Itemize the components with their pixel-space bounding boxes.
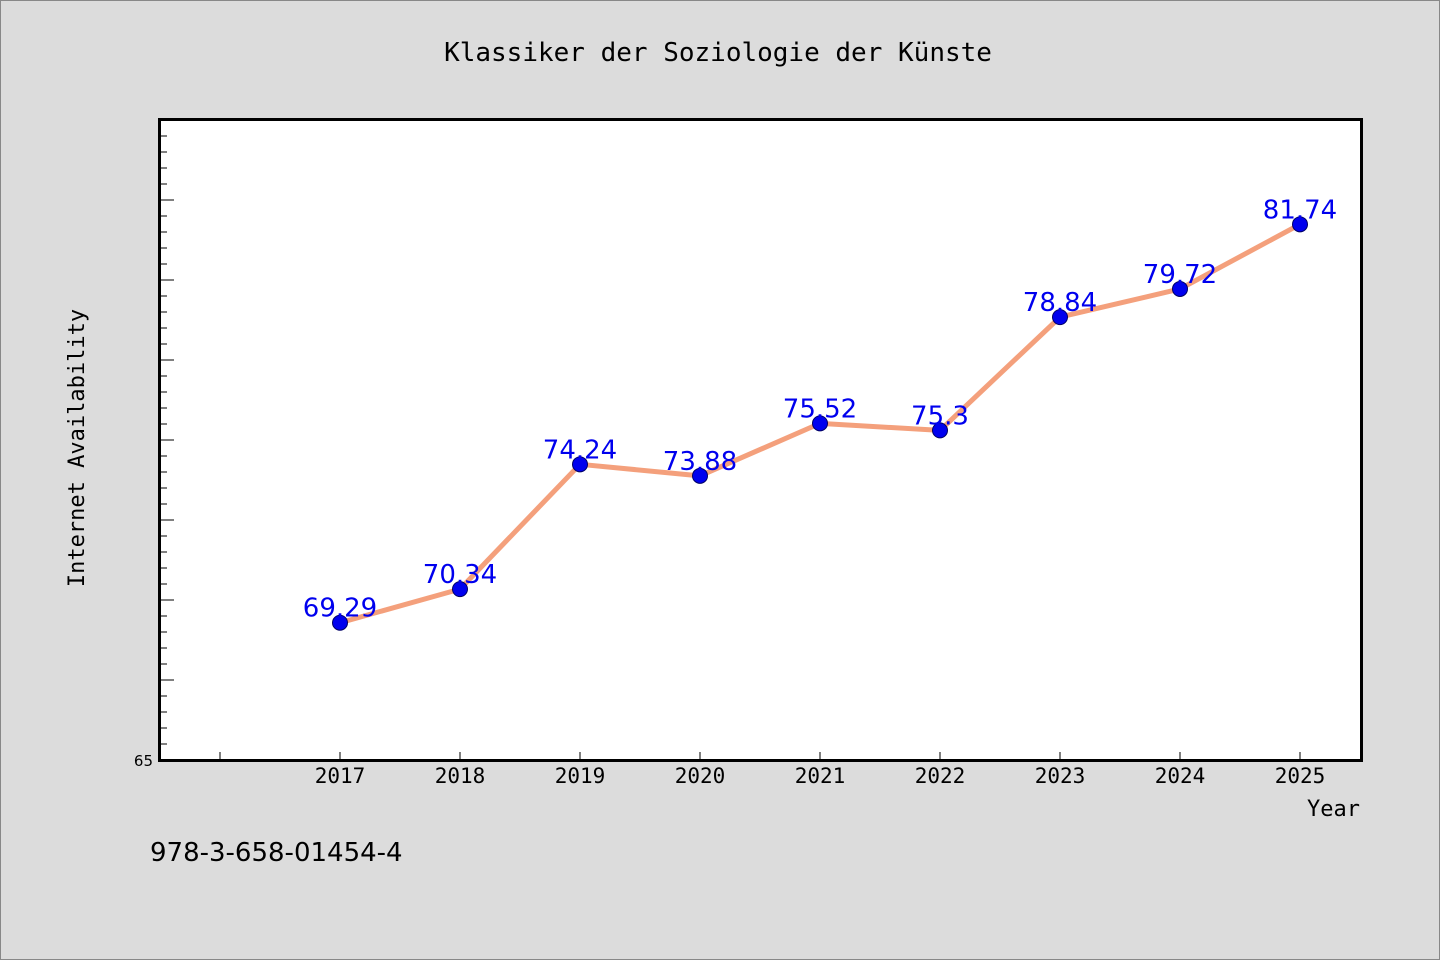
x-tick-label: 2022 (915, 764, 966, 788)
data-point (1292, 216, 1308, 233)
data-label: 81.74 (1263, 195, 1337, 225)
data-point (452, 581, 468, 598)
x-tick-label: 2025 (1275, 764, 1326, 788)
data-labels: 69.29 70.34 74.24 73.88 75.52 75.3 78.84 79.72 8… (303, 195, 1337, 623)
data-point (332, 614, 348, 631)
x-tick-label: 2019 (555, 764, 606, 788)
data-label: 70.34 (423, 560, 497, 590)
series-layer (332, 216, 1308, 631)
data-point (1172, 280, 1188, 297)
data-point (692, 467, 708, 484)
data-label: 75.52 (783, 394, 857, 424)
x-tick-label: 2017 (315, 764, 366, 788)
data-label: 73.88 (663, 447, 737, 477)
y-tick-label: 65 (134, 752, 153, 770)
x-axis-ticks: 2017 2018 2019 2020 2021 2022 2023 2024 2025 (219, 752, 1326, 788)
x-axis-title: Year (1307, 797, 1360, 822)
x-tick-label: 2021 (795, 764, 846, 788)
data-label: 78.84 (1023, 288, 1097, 318)
data-point (812, 415, 828, 432)
y-axis-ticks (160, 135, 174, 761)
data-point (572, 456, 588, 473)
x-tick-label: 2020 (675, 764, 726, 788)
data-label: 69.29 (303, 594, 377, 624)
x-tick-label: 2023 (1035, 764, 1086, 788)
plot-border (158, 118, 1363, 762)
plot-area (159, 119, 1362, 761)
chart-title: Klassiker der Soziologie der Künste (444, 38, 992, 68)
data-point (932, 422, 948, 439)
x-tick-label: 2024 (1155, 764, 1206, 788)
data-label: 74.24 (543, 435, 617, 465)
x-tick-label: 2018 (435, 764, 486, 788)
y-axis-title: Internet Availability (65, 309, 90, 587)
data-label: 75.3 (911, 401, 969, 431)
data-point (1052, 309, 1068, 326)
isbn-text: 978-3-658-01454-4 (150, 838, 403, 868)
data-label: 79.72 (1143, 260, 1217, 290)
